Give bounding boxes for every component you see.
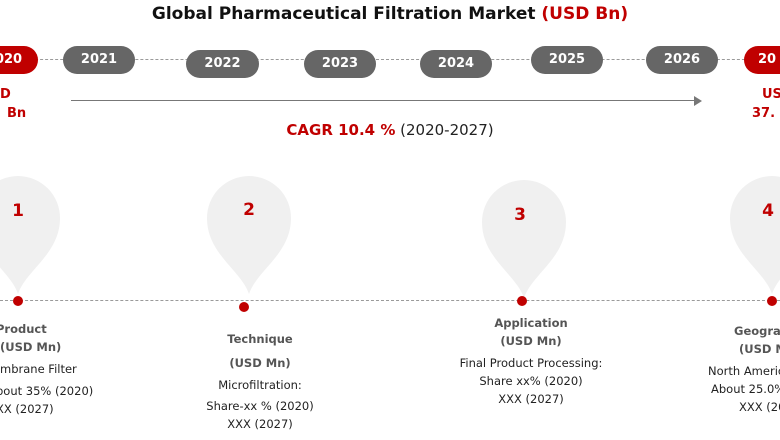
segment-number: 3 [514,205,526,225]
segment-name: Product [0,322,47,336]
segment-dot [239,302,249,312]
segment-name: Application [494,316,568,330]
segment-name: Geogra [734,324,780,338]
pin-marker-icon [482,180,566,298]
year-pill: 2026 [646,46,718,74]
year-pill: 2025 [531,46,603,74]
year-label: 2020 [0,52,23,67]
segment-number: 4 [762,201,774,221]
pin-marker-icon [0,176,60,294]
cagr-period: (2020-2027) [400,121,494,139]
segment-number: 2 [243,200,255,220]
end-value-line1: US [762,87,780,102]
segment-line: Final Product Processing: [459,356,603,370]
segment-unit: (USD Mn) [229,356,291,370]
segment-unit: (USD Mn) [500,334,562,348]
segment-line: Microfiltration: [218,378,302,392]
segment-dot [517,296,527,306]
segment-number: 1 [12,201,24,221]
cagr-value: CAGR 10.4 % [286,121,396,139]
start-value-line2: Bn [7,106,27,121]
year-pill: 2024 [420,50,492,78]
segment-line: XXX (2027) [227,417,293,431]
title-unit: (USD Bn) [541,4,629,24]
start-value: D Bn [0,85,26,123]
year-pill-end: 20 [744,46,780,74]
segment-line: XXX (20 [739,400,780,414]
year-label: 2022 [204,56,241,71]
segment-line: Share xx% (2020) [479,374,583,388]
year-pill: 2021 [63,46,135,74]
segment-unit: (USD Mn) [0,340,62,354]
cagr-arrow-head [694,96,702,106]
segment-line: North Americ [708,364,780,378]
cagr-label: CAGR 10.4 % (2020-2027) [0,121,780,139]
start-value-line1: D [0,87,11,102]
segment-product: Product (USD Mn) mbrane Filter bout 35% … [0,320,93,418]
segment-name: Technique [227,332,293,346]
year-label: 2026 [663,52,701,67]
chart-title: Global Pharmaceutical Filtration Market … [0,4,780,24]
pin-marker-icon [730,176,780,294]
year-pill-start: 2020 [0,46,38,74]
segment-technique: Technique (USD Mn) Microfiltration: Shar… [184,330,336,433]
segment-unit: (USD M [739,342,780,356]
year-label: 2021 [80,52,118,67]
year-label: 2024 [437,56,475,71]
segment-line: mbrane Filter [0,362,77,376]
segment-line: XXX (2027) [498,392,564,406]
segment-geography: Geogra (USD M North Americ About 25.0% X… [706,322,780,416]
year-pill: 2022 [186,50,259,78]
end-value: US 37. [752,85,780,123]
segment-dot [767,296,777,306]
segment-application: Application (USD Mn) Final Product Proce… [446,314,616,408]
segment-line: XX (2027) [0,402,54,416]
end-value-line2: 37. [752,106,776,121]
cagr-arrow-line [71,100,695,101]
segment-line: About 25.0% [711,382,780,396]
segment-dot [13,296,23,306]
segment-line: Share-xx % (2020) [206,399,314,413]
pin-marker-icon [207,176,291,294]
year-label: 2023 [321,56,359,71]
year-label: 2025 [548,52,586,67]
title-main: Global Pharmaceutical Filtration Market [151,4,536,24]
segment-timeline-line [0,300,780,301]
year-timeline-line [0,59,780,60]
year-label: 20 [758,52,777,67]
year-pill: 2023 [304,50,376,78]
segment-line: bout 35% (2020) [0,384,94,398]
